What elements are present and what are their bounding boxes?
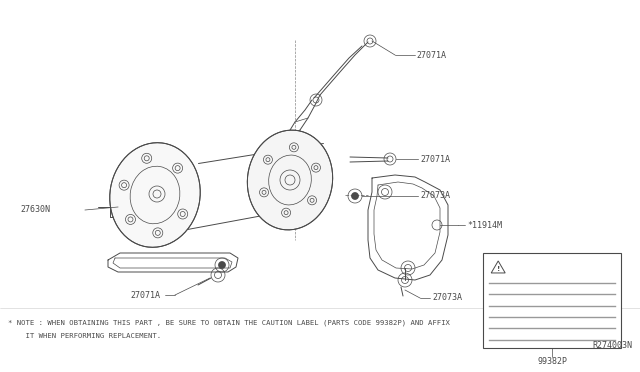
Text: !: !	[497, 266, 500, 272]
Text: 27071A: 27071A	[420, 154, 450, 164]
Circle shape	[218, 262, 225, 269]
Text: 99382P: 99382P	[537, 357, 567, 366]
Text: 27073A: 27073A	[420, 192, 450, 201]
Text: 27071A: 27071A	[130, 291, 160, 299]
Bar	[483, 253, 621, 348]
Text: IT WHEN PERFORMING REPLACEMENT.: IT WHEN PERFORMING REPLACEMENT.	[8, 333, 161, 339]
Circle shape	[351, 192, 358, 199]
Text: 27630N: 27630N	[20, 205, 50, 215]
Ellipse shape	[109, 143, 200, 247]
Text: 27071A: 27071A	[416, 51, 446, 60]
Ellipse shape	[247, 130, 333, 230]
Text: R274003N: R274003N	[592, 340, 632, 350]
Text: *11914M: *11914M	[467, 221, 502, 230]
Text: * NOTE : WHEN OBTAINING THIS PART , BE SURE TO OBTAIN THE CAUTION LABEL (PARTS C: * NOTE : WHEN OBTAINING THIS PART , BE S…	[8, 320, 450, 327]
Text: 27073A: 27073A	[432, 294, 462, 302]
